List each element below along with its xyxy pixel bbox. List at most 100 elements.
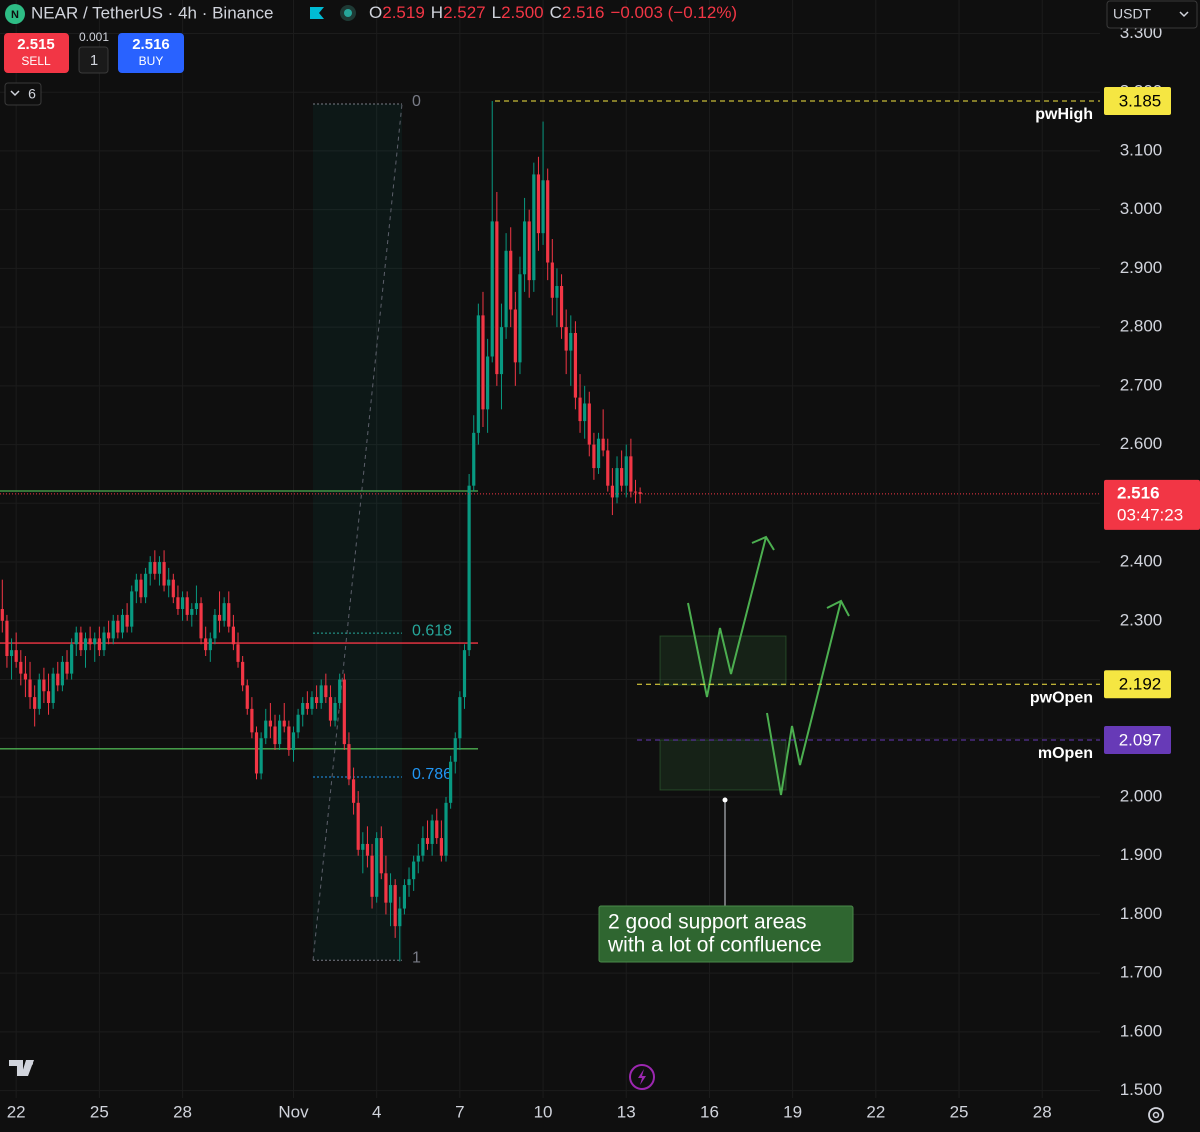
qty-value[interactable]: 1 — [90, 52, 98, 69]
qty-input[interactable] — [78, 46, 109, 74]
candle-body — [88, 638, 92, 645]
projection-arrow — [687, 536, 767, 698]
candle-body — [79, 632, 83, 651]
alert-icon[interactable] — [629, 1064, 655, 1090]
annotation-box — [598, 905, 854, 963]
candle-body — [504, 250, 508, 328]
candle-body — [241, 661, 245, 686]
candle-body — [199, 603, 203, 639]
support-zone — [659, 739, 787, 791]
level-name: pwOpen — [1030, 689, 1093, 706]
candle-body — [120, 614, 125, 633]
candle-body — [310, 697, 314, 709]
candle-body — [5, 620, 9, 657]
level-badge — [1104, 670, 1171, 699]
candle-body — [412, 861, 416, 880]
y-tick-label: 1.900 — [1120, 845, 1163, 864]
candle-body — [19, 661, 23, 674]
candle-body — [541, 180, 545, 234]
candle-body — [583, 403, 587, 422]
annotation-text: 2 good support areas — [608, 911, 806, 934]
candle-body — [9, 650, 14, 657]
candle-body — [217, 614, 222, 621]
candle-body — [245, 685, 249, 709]
sell-label[interactable]: SELL — [21, 54, 51, 68]
candle-body — [518, 274, 522, 363]
ohlc-label: C — [550, 3, 562, 22]
y-tick-label: 1.600 — [1120, 1021, 1163, 1040]
x-tick-label: 16 — [700, 1102, 719, 1121]
countdown: 03:47:23 — [1117, 505, 1183, 524]
chevron-icon — [10, 90, 20, 97]
ohlc-value: 2.519 — [382, 3, 425, 22]
currency-select[interactable] — [1106, 0, 1198, 29]
level-badge-label: 2.192 — [1119, 675, 1162, 694]
candle-body — [254, 732, 259, 774]
candle-body — [102, 632, 106, 651]
overlay-layer: pwHigh pwOpen mOpen — [0, 100, 1100, 762]
candle-body — [180, 597, 185, 610]
candle-body — [93, 638, 97, 645]
candle-body — [134, 579, 138, 592]
candle-body — [167, 579, 171, 586]
candle-body — [453, 738, 457, 762]
candle-body — [148, 562, 152, 574]
candle-body — [449, 761, 453, 803]
x-tick-label: 10 — [534, 1102, 553, 1121]
candle-body — [162, 562, 166, 586]
price-badge-label: 2.516 — [1117, 483, 1160, 502]
candle-body — [204, 638, 208, 651]
candle-body — [227, 603, 231, 627]
candle-body — [555, 286, 559, 298]
y-tick-label: 2.900 — [1120, 258, 1163, 277]
candle-body — [532, 174, 536, 281]
candle-body — [416, 855, 420, 862]
sell-button[interactable] — [4, 33, 69, 73]
y-tick-label: 2.600 — [1120, 434, 1163, 453]
candle-body — [33, 697, 37, 709]
candle-body — [476, 315, 480, 433]
y-tick-label: 1.700 — [1120, 963, 1163, 982]
candle-body — [37, 679, 41, 709]
x-tick-label: 25 — [950, 1102, 969, 1121]
candle-body — [365, 843, 370, 856]
candle-body — [291, 732, 296, 750]
level-name: mOpen — [1038, 745, 1093, 762]
buy-price[interactable]: 2.516 — [132, 36, 170, 53]
indicators-toggle[interactable] — [4, 82, 42, 106]
buy-label[interactable]: BUY — [139, 54, 164, 68]
candle-body — [190, 609, 194, 615]
arrow-head — [826, 599, 850, 617]
currency-label[interactable]: USDT — [1113, 6, 1152, 22]
candle-body — [370, 855, 374, 897]
level-name: pwHigh — [1035, 106, 1093, 123]
qty-step: 0.001 — [79, 30, 109, 44]
candle-body — [462, 650, 467, 698]
candle-body — [116, 620, 120, 633]
candle-body — [472, 432, 476, 486]
candle-body — [278, 720, 282, 745]
candle-body — [222, 603, 226, 621]
candle-body — [610, 485, 614, 498]
candle-body — [125, 614, 129, 627]
candle-body — [559, 286, 564, 328]
annotation-text: with a lot of confluence — [607, 934, 822, 957]
y-tick-label: 2.400 — [1120, 552, 1163, 571]
buy-button[interactable] — [118, 33, 184, 73]
candle-body — [314, 697, 319, 703]
x-tick-label: 7 — [455, 1102, 464, 1121]
candle-body — [208, 638, 212, 651]
candle-body — [633, 491, 638, 493]
y-tick-label: 2.700 — [1120, 375, 1163, 394]
candle-body — [342, 679, 346, 745]
candle-body — [139, 579, 143, 598]
drawings-layer: 2 good support areas with a lot of confl… — [598, 535, 854, 963]
candle-body — [46, 691, 51, 703]
candle-body — [458, 697, 462, 739]
sell-price[interactable]: 2.515 — [17, 36, 55, 53]
indicators-count[interactable]: 6 — [28, 86, 36, 102]
fib-label: 1 — [412, 949, 421, 966]
candle-body — [444, 802, 448, 856]
settings-icon[interactable] — [1148, 1107, 1164, 1123]
candle-body — [333, 702, 337, 721]
